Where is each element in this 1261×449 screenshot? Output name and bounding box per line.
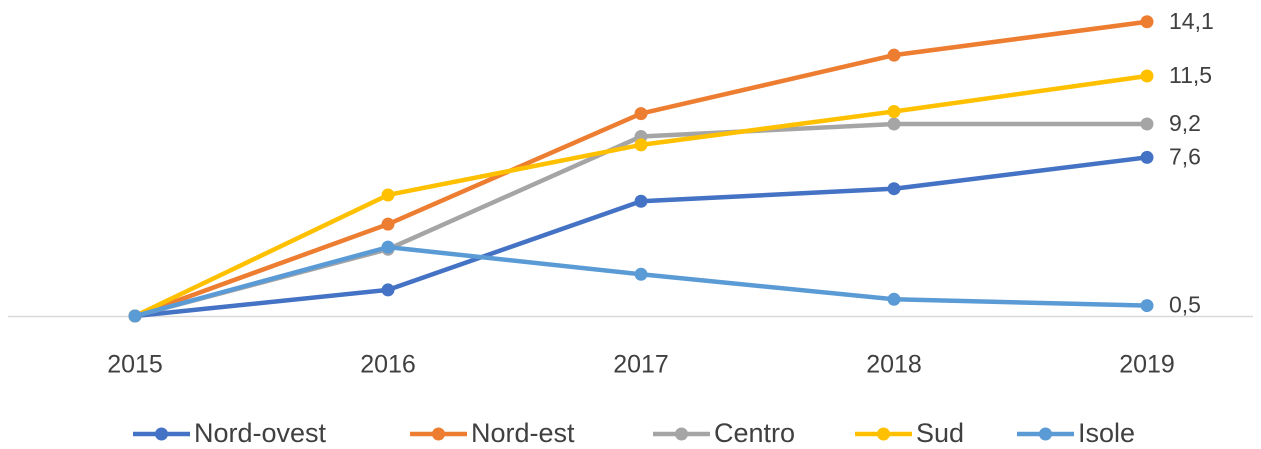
legend-label: Centro [714,418,795,448]
point-marker [381,283,395,297]
point-marker [634,194,648,208]
data-label: 11,5 [1169,62,1212,88]
legend-marker [155,427,168,441]
data-label: 7,6 [1169,143,1201,169]
x-tick-label: 2015 [107,351,163,379]
legend-marker [432,427,445,441]
point-marker [1140,299,1154,313]
x-tick-label: 2016 [360,351,416,379]
x-tick-label: 2017 [613,351,669,379]
legend-marker [877,427,890,441]
legend-label: Sud [916,418,964,448]
data-label: 0,5 [1169,292,1201,318]
series-line [132,244,1150,319]
x-tick-label: 2018 [866,351,922,379]
data-label: 14,1 [1169,8,1214,34]
legend-label: Nord-est [471,418,575,448]
data-label: 9,2 [1169,110,1201,136]
x-tick-label: 2019 [1119,351,1175,379]
point-marker [381,240,395,254]
point-marker [1140,117,1154,131]
point-marker [381,188,395,202]
legend-label: Nord-ovest [194,418,327,448]
point-marker [634,138,648,152]
legend-marker [675,427,688,441]
point-marker [634,107,648,121]
legend-marker [1039,427,1052,441]
point-marker [887,105,901,119]
point-marker [381,217,395,231]
point-marker [887,117,901,131]
point-marker [1140,15,1154,29]
series-line [132,121,1150,319]
point-marker [1140,69,1154,83]
point-marker [887,182,901,196]
point-marker [128,309,142,323]
point-marker [887,292,901,306]
point-marker [1140,150,1154,164]
series-line [132,155,1150,319]
legend-label: Isole [1078,418,1135,448]
point-marker [634,267,648,281]
point-marker [887,48,901,62]
